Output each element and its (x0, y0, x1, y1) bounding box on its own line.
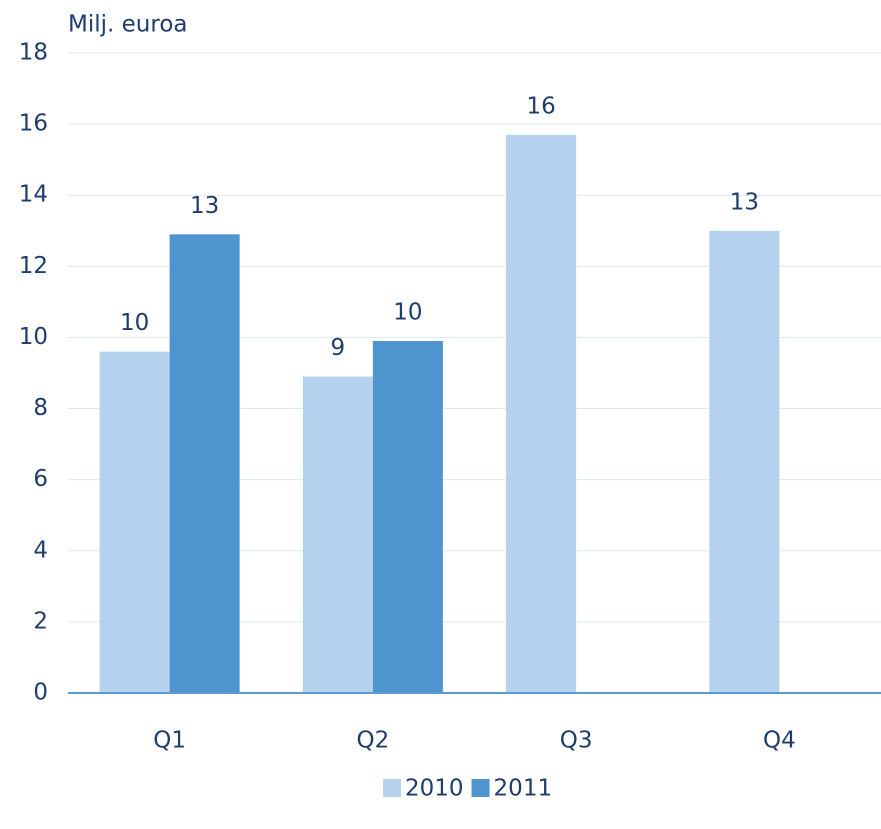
data-label: 13 (190, 193, 219, 219)
data-label: 10 (120, 310, 149, 336)
x-tick-label: Q1 (153, 728, 186, 754)
bar (506, 134, 577, 693)
bar (302, 376, 373, 693)
y-tick-label: 0 (33, 680, 48, 706)
legend-label: 2010 (405, 776, 464, 802)
bar (169, 234, 240, 694)
y-tick-label: 4 (33, 537, 48, 563)
legend-swatch (471, 779, 490, 797)
y-tick-label: 6 (33, 466, 48, 492)
y-tick-label: 2 (33, 608, 48, 634)
y-tick-label: 18 (19, 40, 48, 66)
x-tick-label: Q4 (763, 728, 796, 754)
bar (99, 351, 170, 693)
bar (372, 341, 443, 693)
bar (709, 230, 780, 693)
legend-swatch (383, 779, 401, 797)
data-label: 13 (730, 189, 759, 215)
x-tick-label: Q2 (357, 728, 390, 754)
y-tick-label: 14 (19, 182, 48, 208)
y-tick-label: 12 (19, 253, 48, 279)
data-label: 9 (331, 335, 346, 361)
y-tick-label: 10 (19, 324, 48, 350)
data-label: 10 (393, 300, 422, 326)
legend-label: 2011 (494, 776, 553, 802)
data-label: 16 (526, 93, 555, 119)
x-tick-label: Q3 (560, 728, 593, 754)
y-tick-label: 8 (33, 395, 48, 421)
y-axis-label: Milj. euroa (68, 12, 187, 38)
y-tick-label: 16 (19, 111, 48, 137)
